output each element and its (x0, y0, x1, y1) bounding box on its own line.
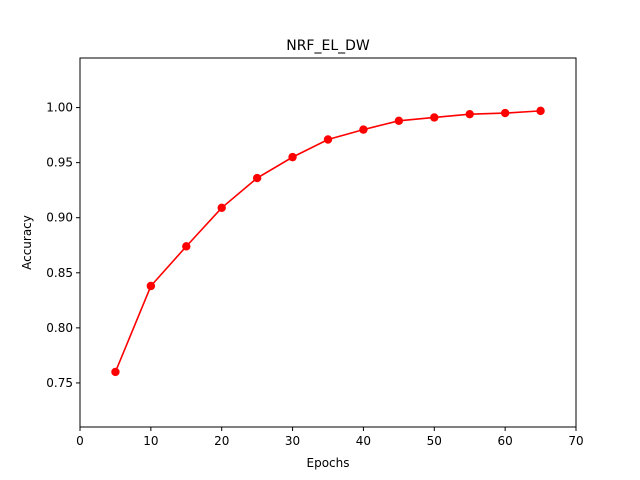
data-point (182, 242, 191, 251)
y-tick-label: 0.75 (46, 376, 73, 390)
x-tick-label: 50 (427, 434, 442, 448)
x-tick-label: 20 (214, 434, 229, 448)
y-tick-label: 0.85 (46, 266, 73, 280)
plot-frame (79, 57, 577, 428)
chart-title: NRF_EL_DW (286, 38, 370, 54)
y-tick-label: 0.95 (46, 156, 73, 170)
data-point (394, 116, 404, 125)
axis-ticks: 0 10 20 30 40 50 60 70 0.75 0.80 0.85 0.90 0.95 1.00 (46, 101, 583, 448)
data-point (146, 281, 156, 291)
data-point (288, 152, 297, 162)
series-layer (111, 106, 545, 377)
data-point (500, 108, 510, 118)
data-point (430, 113, 439, 122)
data-point (323, 135, 333, 144)
x-tick-label: 40 (356, 434, 371, 448)
plot-area (80, 58, 576, 427)
data-point (111, 367, 120, 377)
data-point (465, 109, 474, 119)
y-tick-label: 0.90 (46, 211, 73, 225)
x-tick-label: 10 (143, 434, 158, 448)
y-tick-label: 1.00 (46, 101, 73, 115)
x-axis-label: Epochs (307, 456, 350, 470)
x-tick-label: 70 (568, 434, 583, 448)
x-tick-label: 30 (285, 434, 300, 448)
data-point (536, 106, 545, 116)
data-point (359, 125, 368, 134)
data-point (217, 203, 226, 213)
data-point (252, 173, 262, 183)
y-tick-label: 0.80 (46, 321, 73, 335)
x-tick-label: 60 (498, 434, 513, 448)
x-tick-label: 0 (76, 434, 84, 448)
y-axis-label: Accuracy (20, 215, 34, 270)
